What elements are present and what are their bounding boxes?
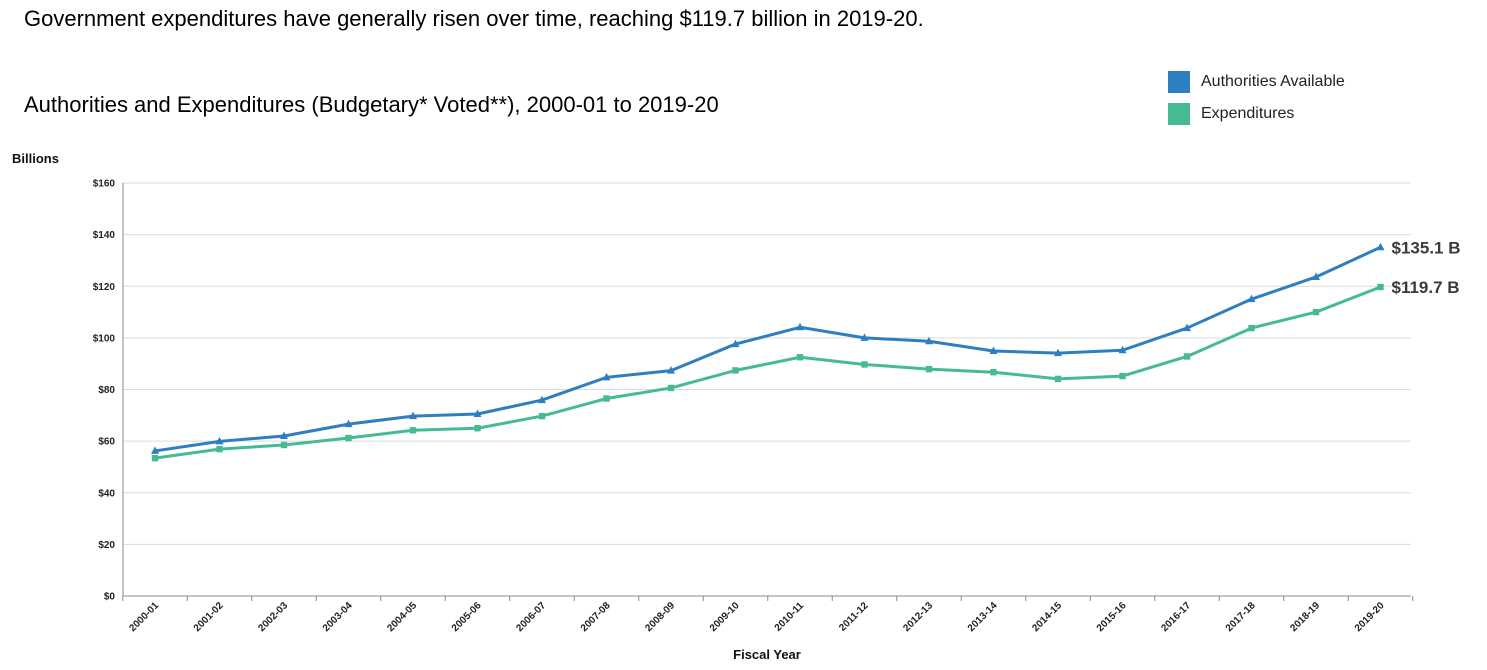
x-tick-label: 2007-08 <box>579 600 613 634</box>
data-point <box>280 431 288 439</box>
x-tick-label: 2008-09 <box>643 600 677 634</box>
legend-item-expenditures: Expenditures <box>1168 98 1345 130</box>
data-point <box>796 354 804 361</box>
data-point <box>1183 353 1191 360</box>
data-point <box>344 419 353 428</box>
y-tick-label: $60 <box>98 437 115 448</box>
data-point <box>216 445 223 453</box>
data-point <box>280 441 288 449</box>
end-value-label: $135.1 B <box>1392 238 1461 257</box>
legend: Authorities Available Expenditures <box>1168 66 1345 130</box>
y-tick-label: $40 <box>98 488 115 499</box>
y-tick-label: $120 <box>93 282 116 293</box>
series-expenditures: $119.7 B <box>151 278 1460 462</box>
data-point <box>731 339 740 348</box>
data-point <box>409 427 417 434</box>
data-point <box>667 384 675 392</box>
y-axis-title: Billions <box>12 151 59 166</box>
data-point <box>1312 272 1320 280</box>
chart-title: Authorities and Expenditures (Budgetary*… <box>24 92 719 117</box>
data-point <box>409 411 417 420</box>
data-point <box>151 454 159 462</box>
data-point <box>925 365 933 373</box>
x-tick-label: 2019-20 <box>1353 600 1387 634</box>
data-point <box>1312 308 1320 316</box>
data-point <box>603 395 610 402</box>
data-point <box>1377 283 1384 291</box>
data-point <box>1054 348 1062 357</box>
x-axis-title: Fiscal Year <box>733 647 801 662</box>
x-tick-label: 2016-17 <box>1159 600 1193 634</box>
data-point <box>602 372 611 381</box>
gridlines <box>123 182 1411 545</box>
data-point <box>1247 294 1256 303</box>
x-tick-label: 2000-01 <box>127 600 161 634</box>
x-tick-label: 2018-19 <box>1288 600 1322 634</box>
data-point <box>796 322 804 331</box>
data-point <box>989 346 998 355</box>
legend-swatch-expenditures <box>1168 103 1190 125</box>
x-tick-label: 2004-05 <box>385 600 419 634</box>
end-value-label: $119.7 B <box>1392 278 1460 297</box>
data-point <box>1183 323 1191 332</box>
data-point <box>1118 345 1127 354</box>
x-tick-label: 2001-02 <box>192 600 226 634</box>
y-tick-label: $80 <box>98 385 115 396</box>
series-group: $135.1 B $119.7 B <box>151 238 1461 462</box>
legend-label-expenditures: Expenditures <box>1201 105 1295 122</box>
data-point <box>151 446 159 454</box>
data-point <box>215 436 224 445</box>
data-point <box>860 333 869 341</box>
axes <box>122 183 1414 601</box>
legend-swatch-authorities <box>1168 71 1190 93</box>
x-tick-labels: 2000-01 2001-02 2002-03 2003-04 2004-05 2005-… <box>127 600 1387 634</box>
data-point <box>990 369 997 376</box>
series-authorities-available: $135.1 B <box>151 238 1461 454</box>
headline: Government expenditures have generally r… <box>24 6 924 31</box>
data-point <box>1376 242 1385 251</box>
legend-label-authorities: Authorities Available <box>1201 73 1345 90</box>
x-tick-label: 2005-06 <box>450 600 484 634</box>
x-tick-label: 2014-15 <box>1030 600 1064 634</box>
x-tick-label: 2009-10 <box>708 600 742 634</box>
y-tick-labels: $0 $20 $40 $60 $80 $100 $120 $140 $160 <box>93 179 116 603</box>
data-point <box>345 434 352 442</box>
x-tick-label: 2017-18 <box>1224 600 1258 634</box>
legend-item-authorities: Authorities Available <box>1168 66 1345 98</box>
x-tick-label: 2003-04 <box>321 600 355 634</box>
data-point <box>1248 324 1255 332</box>
x-tick-label: 2012-13 <box>901 600 935 634</box>
x-tick-label: 2006-07 <box>514 600 548 634</box>
x-tick-label: 2013-14 <box>966 600 1000 634</box>
y-tick-label: $20 <box>98 540 115 551</box>
data-point <box>538 412 546 420</box>
data-point <box>1054 375 1062 383</box>
data-point <box>538 395 546 404</box>
x-tick-label: 2010-11 <box>773 600 807 634</box>
data-point <box>1119 372 1126 380</box>
y-tick-label: $140 <box>93 230 116 241</box>
data-point <box>925 336 933 345</box>
data-point <box>473 409 482 418</box>
data-point <box>732 367 739 374</box>
x-tick-label: 2002-03 <box>256 600 290 634</box>
y-tick-label: $100 <box>93 333 116 344</box>
data-point <box>861 361 868 368</box>
data-point <box>667 366 675 374</box>
data-point <box>474 425 481 432</box>
y-tick-label: $0 <box>104 592 116 603</box>
x-tick-label: 2011-12 <box>837 600 871 634</box>
series-line <box>154 245 1382 453</box>
y-tick-label: $160 <box>93 179 116 190</box>
x-tick-label: 2015-16 <box>1095 600 1129 634</box>
series-line <box>154 285 1382 460</box>
